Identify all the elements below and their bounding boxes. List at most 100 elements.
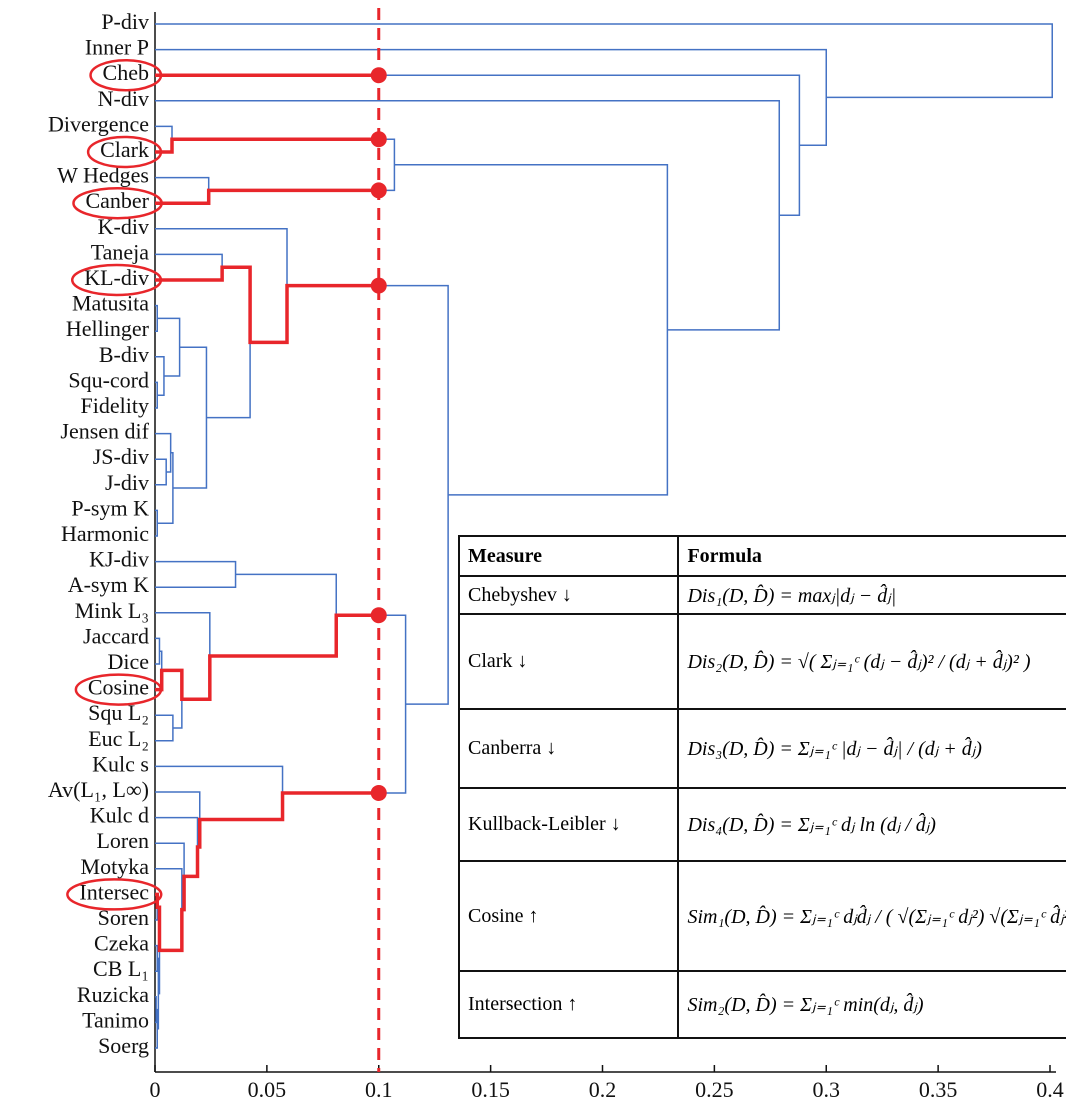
dendrogram-link xyxy=(155,816,199,878)
leaf-label: Tanimo xyxy=(82,1007,149,1032)
table-row: Canberra ↓ Dis₃(D, D̂) = Σⱼ₌₁ᶜ |dⱼ − d̂ⱼ|… xyxy=(457,708,1066,789)
label-highlight xyxy=(89,58,163,92)
dendrogram-link xyxy=(172,346,208,489)
label-highlight xyxy=(72,186,163,220)
leaf-label: A-sym K xyxy=(68,572,149,597)
x-tick-label: 0.15 xyxy=(471,1077,510,1102)
dendrogram-link xyxy=(155,253,223,281)
dendrogram-link xyxy=(206,266,251,419)
dendrogram-link xyxy=(155,791,201,848)
leaf-label: Soerg xyxy=(98,1033,149,1058)
table-row: Chebyshev ↓ Dis₁(D, D̂) = maxⱼ|dⱼ − d̂ⱼ| xyxy=(457,575,1066,615)
dendrogram-link xyxy=(155,228,288,344)
table-row: Intersection ↑ Sim₂(D, D̂) = Σⱼ₌₁ᶜ min(dⱼ… xyxy=(457,970,1066,1039)
dendrogram-link xyxy=(287,284,449,705)
leaf-label: Czeka xyxy=(94,931,149,956)
label-highlight xyxy=(70,263,163,297)
highlight-path xyxy=(155,265,379,345)
leaf-label: Canber xyxy=(85,188,149,213)
x-tick-label: 0.3 xyxy=(813,1077,841,1102)
leaf-label: Av(L₁, L∞) xyxy=(48,777,149,802)
leaf-label: P-sym K xyxy=(71,495,149,520)
header-cell: Measure xyxy=(457,535,680,577)
measure-cell: Clark ↓ xyxy=(457,613,680,710)
leaf-label: Kulc s xyxy=(92,751,149,776)
leaf-label: Clark xyxy=(100,137,149,162)
leaf-label: B-div xyxy=(99,342,149,367)
x-tick-label: 0.4 xyxy=(1036,1077,1064,1102)
measure-cell: Canberra ↓ xyxy=(457,708,680,789)
leaf-label: Cheb xyxy=(103,60,149,85)
leaf-label: Jaccard xyxy=(83,623,149,648)
highlight-path xyxy=(155,791,379,953)
x-tick-label: 0 xyxy=(150,1077,161,1102)
dendrogram-link xyxy=(155,560,237,588)
dendrogram-link xyxy=(155,765,284,821)
dendrogram-link xyxy=(155,356,165,396)
x-tick-label: 0.2 xyxy=(589,1077,617,1102)
leaf-label: Fidelity xyxy=(81,393,149,418)
leaf-label: Ruzicka xyxy=(77,982,149,1007)
leaf-label: Squ-cord xyxy=(68,367,149,392)
leaf-label: JS-div xyxy=(93,444,149,469)
formula-cell: Dis₂(D, D̂) = √( Σⱼ₌₁ᶜ (dⱼ − d̂ⱼ)² / (dⱼ… xyxy=(677,613,1066,710)
leaf-label: Hellinger xyxy=(66,316,150,341)
dendrogram-link xyxy=(155,48,827,147)
leaf-label: Divergence xyxy=(48,111,149,136)
threshold-dot xyxy=(370,182,387,199)
leaf-label: KL-div xyxy=(84,265,149,290)
dendrogram-link xyxy=(155,125,173,153)
dendrogram-link xyxy=(161,669,183,729)
leaf-label: Motyka xyxy=(81,854,150,879)
leaf-label: J-div xyxy=(105,470,149,495)
label-highlight xyxy=(66,878,163,911)
dendrogram-link xyxy=(157,317,181,377)
dendrogram-link xyxy=(155,458,167,486)
x-tick-label: 0.25 xyxy=(695,1077,734,1102)
highlight-path xyxy=(155,188,379,205)
dendrogram-link xyxy=(155,714,174,742)
dendrogram-link xyxy=(157,957,160,1030)
table-row: Clark ↓ Dis₂(D, D̂) = √( Σⱼ₌₁ᶜ (dⱼ − d̂ⱼ)… xyxy=(457,613,1066,710)
formula-cell: Dis₄(D, D̂) = Σⱼ₌₁ᶜ dⱼ ln (dⱼ / d̂ⱼ) xyxy=(677,787,1066,862)
formula-cell: Dis₁(D, D̂) = maxⱼ|dⱼ − d̂ⱼ| xyxy=(677,575,1066,615)
threshold-dot xyxy=(370,67,387,84)
x-tick-label: 0.1 xyxy=(365,1077,393,1102)
highlight-path xyxy=(155,137,379,154)
threshold-dot xyxy=(370,277,387,294)
formula-cell: Sim₁(D, D̂) = Σⱼ₌₁ᶜ dⱼd̂ⱼ / ( √(Σⱼ₌₁ᶜ dⱼ… xyxy=(677,860,1066,972)
threshold-dot xyxy=(370,131,387,148)
x-tick-label: 0.35 xyxy=(919,1077,958,1102)
leaf-label: KJ-div xyxy=(89,547,149,572)
dendrogram-link xyxy=(155,23,1053,99)
measure-cell: Kullback-Leibler ↓ xyxy=(457,787,680,862)
leaf-label: Cosine xyxy=(88,675,149,700)
dendrogram-link xyxy=(394,164,669,496)
measure-cell: Cosine ↑ xyxy=(457,860,680,972)
leaf-label: Harmonic xyxy=(61,521,149,546)
table-row: Cosine ↑ Sim₁(D, D̂) = Σⱼ₌₁ᶜ dⱼd̂ⱼ / ( √(… xyxy=(457,860,1066,972)
highlight-path xyxy=(155,613,379,701)
dendrogram-link xyxy=(155,176,210,204)
header-cell: Formula xyxy=(677,535,1066,577)
leaf-label: CB L₁ xyxy=(93,956,149,981)
leaf-label: P-div xyxy=(101,9,149,34)
formula-table: Measure Formula Chebyshev ↓ Dis₁(D, D̂) =… xyxy=(457,535,1066,1039)
dendrogram-link xyxy=(172,138,396,192)
leaf-label: Euc L₂ xyxy=(88,726,149,751)
dendrogram-link xyxy=(155,74,801,217)
threshold-dot xyxy=(370,607,387,624)
label-highlight xyxy=(74,673,163,706)
table-header: Measure Formula xyxy=(457,535,1066,577)
leaf-label: Dice xyxy=(107,649,149,674)
leaf-label: Inner P xyxy=(85,35,149,60)
leaf-label: Jensen dif xyxy=(60,419,149,444)
measure-cell: Chebyshev ↓ xyxy=(457,575,680,615)
dendrogram-link xyxy=(282,614,407,794)
leaf-label: Mink L₃ xyxy=(75,598,149,623)
table-row: Kullback-Leibler ↓ Dis₄(D, D̂) = Σⱼ₌₁ᶜ dⱼ… xyxy=(457,787,1066,862)
leaf-label: Taneja xyxy=(91,239,150,264)
